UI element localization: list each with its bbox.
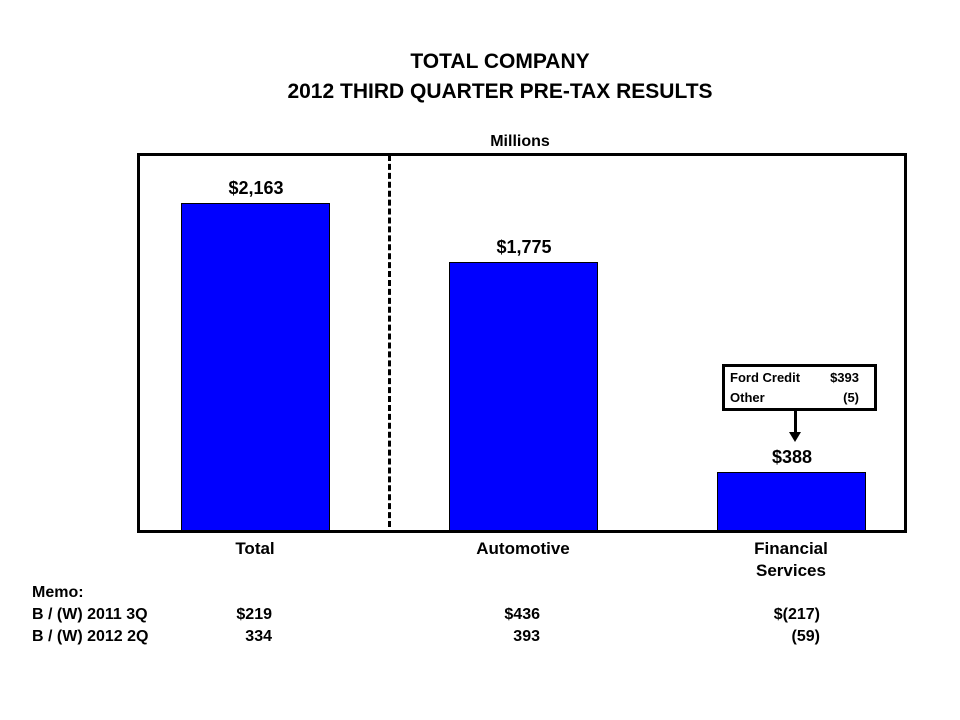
units-label: Millions <box>490 133 550 150</box>
annotation-value: (5) <box>843 390 859 405</box>
annotation-value: $393 <box>830 370 859 385</box>
memo-value: $219 <box>236 606 272 623</box>
annotation-box: Ford Credit $393 Other (5) <box>722 364 877 411</box>
annotation-label: Ford Credit <box>730 370 801 385</box>
category-label-financial-services: Financial Services <box>716 538 866 582</box>
data-label-financial-services: $388 <box>771 447 813 468</box>
bar-total <box>181 202 330 531</box>
chart-subtitle: 2012 THIRD QUARTER PRE-TAX RESULTS <box>287 80 713 103</box>
memo-value: $(217) <box>773 606 820 623</box>
arrow-line <box>794 408 797 434</box>
memo-value: 393 <box>513 628 540 645</box>
bar-financial-services <box>717 472 866 531</box>
memo-value: 334 <box>245 628 272 645</box>
category-label-line: Services <box>756 561 826 580</box>
memo-value: (59) <box>791 628 820 645</box>
annotation-label: Other <box>730 390 765 405</box>
arrow-down-icon <box>789 432 801 442</box>
dashed-divider <box>388 155 391 527</box>
plot-frame <box>137 153 907 533</box>
memo-row-label: B / (W) 2012 2Q <box>32 628 149 645</box>
category-label-automotive: Automotive <box>476 539 570 558</box>
memo-value: $436 <box>504 606 540 623</box>
data-label-automotive: $1,775 <box>496 236 552 257</box>
memo-row-label: B / (W) 2011 3Q <box>32 606 148 623</box>
memo-heading: Memo: <box>32 584 84 601</box>
data-label-total: $2,163 <box>228 177 284 198</box>
category-label-total: Total <box>235 539 275 558</box>
category-label-line: Financial <box>754 539 828 558</box>
chart-title: TOTAL COMPANY <box>410 50 590 73</box>
bar-automotive <box>449 261 598 531</box>
